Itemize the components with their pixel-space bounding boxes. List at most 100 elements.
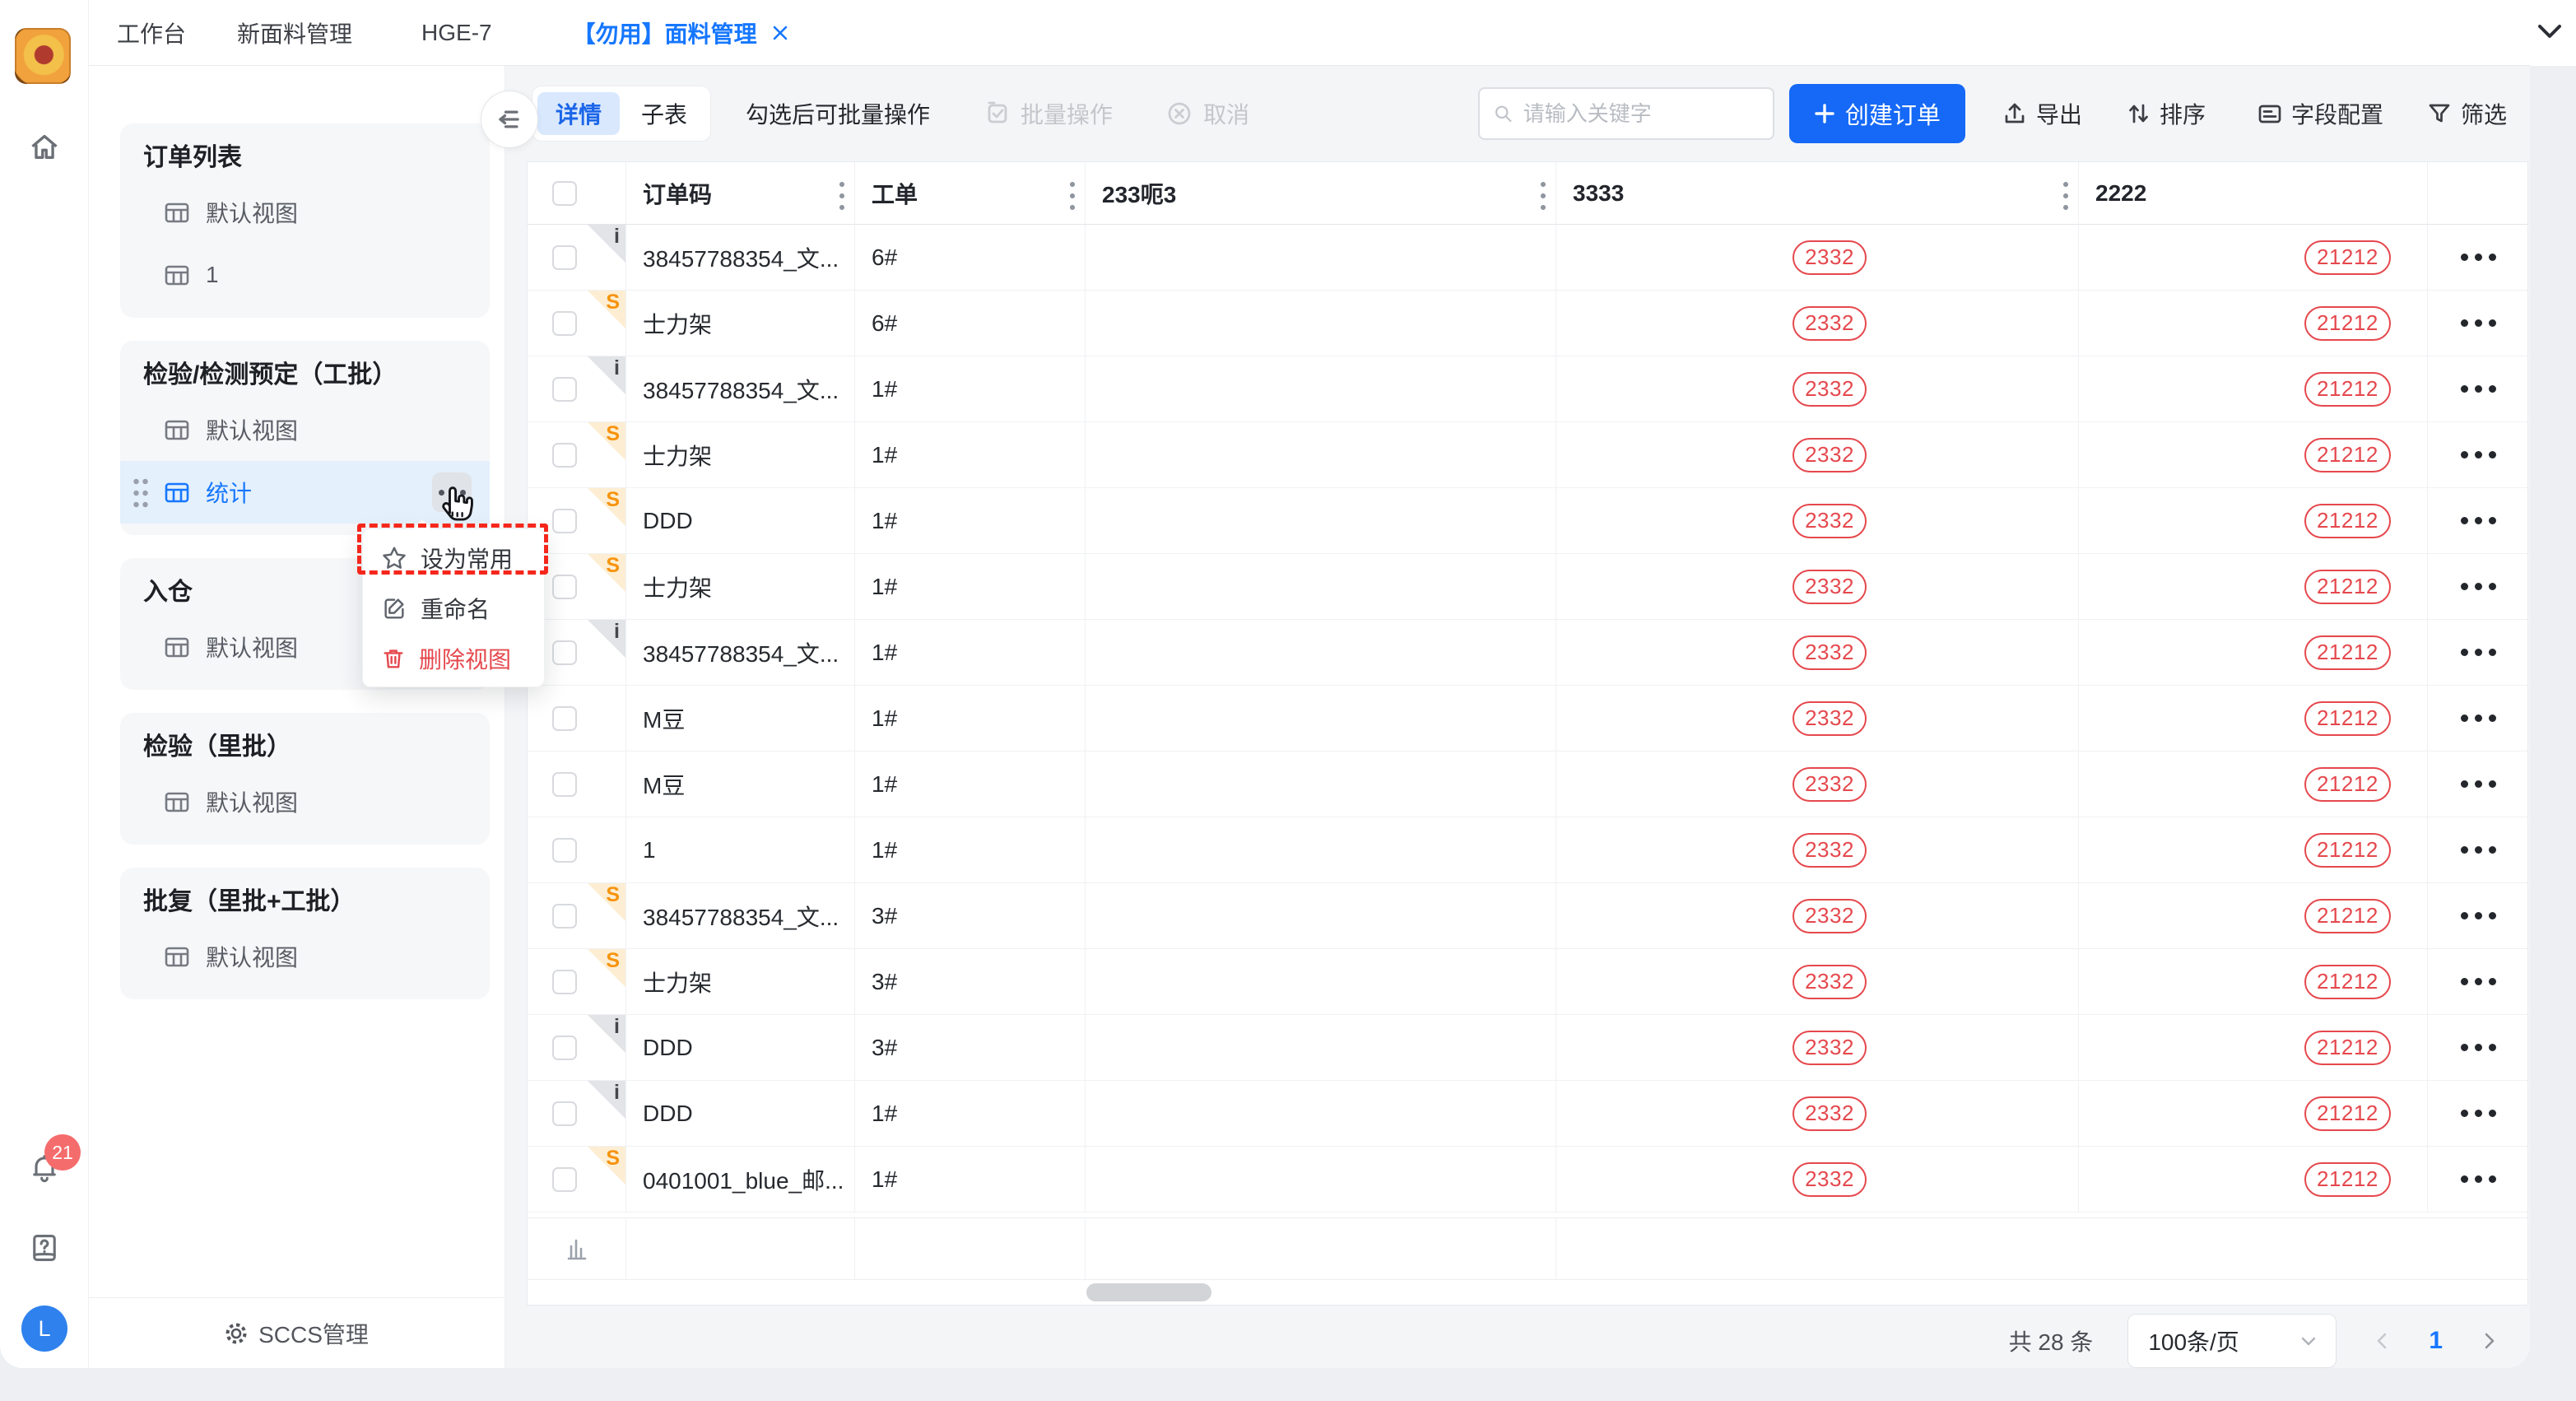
value-pill[interactable]: 21212 [2304,832,2391,868]
row-more-actions-icon[interactable] [2461,319,2496,327]
work-order-cell[interactable]: 6# [855,225,1086,290]
row-checkbox[interactable] [552,1166,577,1192]
col-2222-cell[interactable]: 21212 [2079,1147,2428,1212]
row-checkbox[interactable] [552,705,577,731]
col-2222-cell[interactable]: 21212 [2079,291,2428,356]
page-size-select[interactable]: 100条/页 [2127,1314,2337,1368]
col-3333-cell[interactable]: 2332 [1556,752,2079,817]
drag-handle-icon[interactable] [132,476,150,509]
sidebar-view-item[interactable]: 默认视图 [120,925,490,988]
col-3333-cell[interactable]: 2332 [1556,686,2079,751]
header-2222[interactable]: 2222 [2079,162,2428,224]
row-checkbox[interactable] [552,969,577,994]
value-pill[interactable]: 21212 [2304,437,2391,472]
order-code-cell[interactable]: 38457788354_文... [626,225,855,290]
sidebar-view-item[interactable]: 默认视图 [120,398,490,461]
col-233-cell[interactable] [1086,422,1556,487]
summary-stats-cell[interactable] [528,1218,626,1279]
order-code-cell[interactable]: 1 [626,817,855,882]
row-more-actions-icon[interactable] [2461,583,2496,590]
cancel-button[interactable]: 取消 [1165,97,1249,130]
value-pill[interactable]: 2332 [1793,371,1867,407]
table-row[interactable]: i DDD 1# 2332 21212 [528,1081,2527,1147]
tab-new-fabric[interactable]: 新面料管理 [237,21,353,47]
summary-cell[interactable] [855,1218,1086,1279]
sidebar-view-item[interactable]: 1 [120,244,490,306]
col-233-cell[interactable] [1086,1081,1556,1146]
sort-button[interactable]: 排序 [2125,97,2206,130]
col-3333-cell[interactable]: 2332 [1556,1015,2079,1080]
prev-page-icon[interactable] [2371,1329,2394,1352]
row-checkbox[interactable] [552,1035,577,1060]
menu-item-rename[interactable]: 重命名 [363,583,544,633]
value-pill[interactable]: 21212 [2304,1096,2391,1131]
column-menu-icon[interactable] [839,176,844,210]
col-2222-cell[interactable]: 21212 [2079,949,2428,1014]
col-3333-cell[interactable]: 2332 [1556,620,2079,685]
col-3333-cell[interactable]: 2332 [1556,554,2079,619]
value-pill[interactable]: 21212 [2304,371,2391,407]
order-code-cell[interactable]: M豆 [626,686,855,751]
order-code-cell[interactable]: 士力架 [626,422,855,487]
value-pill[interactable]: 2332 [1793,766,1867,802]
table-row[interactable]: M豆 1# 2332 21212 [528,686,2527,752]
col-233-cell[interactable] [1086,883,1556,948]
row-more-actions-icon[interactable] [2461,517,2496,524]
table-row[interactable]: S 士力架 3# 2332 21212 [528,949,2527,1015]
column-menu-icon[interactable] [2063,176,2068,210]
col-2222-cell[interactable]: 21212 [2079,1015,2428,1080]
col-233-cell[interactable] [1086,488,1556,553]
work-order-cell[interactable]: 3# [855,949,1086,1014]
table-row[interactable]: i DDD 3# 2332 21212 [528,1015,2527,1081]
col-233-cell[interactable] [1086,620,1556,685]
col-3333-cell[interactable]: 2332 [1556,949,2079,1014]
column-menu-icon[interactable] [1070,176,1075,210]
row-more-actions-icon[interactable] [2461,978,2496,985]
current-page[interactable]: 1 [2429,1327,2443,1354]
filter-button[interactable]: 筛选 [2426,97,2507,130]
col-3333-cell[interactable]: 2332 [1556,291,2079,356]
value-pill[interactable]: 2332 [1793,898,1867,933]
table-row[interactable]: M豆 1# 2332 21212 [528,752,2527,817]
row-more-actions-icon[interactable] [2461,1044,2496,1051]
col-2222-cell[interactable]: 21212 [2079,817,2428,882]
value-pill[interactable]: 21212 [2304,898,2391,933]
work-order-cell[interactable]: 1# [855,356,1086,421]
row-checkbox[interactable] [552,771,577,797]
col-2222-cell[interactable]: 21212 [2079,488,2428,553]
row-checkbox[interactable] [552,376,577,402]
order-code-cell[interactable]: M豆 [626,752,855,817]
summary-cell[interactable] [1086,1218,1556,1279]
value-pill[interactable]: 2332 [1793,832,1867,868]
row-checkbox[interactable] [552,1101,577,1126]
col-233-cell[interactable] [1086,225,1556,290]
help-manual-icon[interactable] [0,1231,89,1264]
order-code-cell[interactable]: DDD [626,1015,855,1080]
row-checkbox[interactable] [552,574,577,599]
col-3333-cell[interactable]: 2332 [1556,225,2079,290]
row-more-actions-icon[interactable] [2461,714,2496,722]
horizontal-scrollbar-thumb[interactable] [1086,1283,1211,1301]
table-row[interactable]: S 士力架 1# 2332 21212 [528,422,2527,488]
table-row[interactable]: i 38457788354_文... 6# 2332 21212 [528,225,2527,291]
col-3333-cell[interactable]: 2332 [1556,356,2079,421]
next-page-icon[interactable] [2477,1329,2500,1352]
value-pill[interactable]: 21212 [2304,240,2391,275]
tab-fabric-mgmt-active[interactable]: 【勿用】面料管理 [573,16,790,49]
order-code-cell[interactable]: 士力架 [626,949,855,1014]
row-checkbox[interactable] [552,244,577,270]
table-row[interactable]: 1 1# 2332 21212 [528,817,2527,883]
order-code-cell[interactable]: 38457788354_文... [626,620,855,685]
row-more-actions-icon[interactable] [2461,1110,2496,1117]
header-work-order[interactable]: 工单 [855,162,1086,224]
collapse-sidebar-button[interactable] [481,91,538,148]
create-order-button[interactable]: 创建订单 [1788,84,1965,143]
tab-detail[interactable]: 详情 [537,92,621,135]
col-3333-cell[interactable]: 2332 [1556,488,2079,553]
value-pill[interactable]: 2332 [1793,437,1867,472]
col-2222-cell[interactable]: 21212 [2079,752,2428,817]
col-233-cell[interactable] [1086,949,1556,1014]
value-pill[interactable]: 21212 [2304,305,2391,341]
row-more-actions-icon[interactable] [2461,649,2496,656]
value-pill[interactable]: 21212 [2304,964,2391,999]
